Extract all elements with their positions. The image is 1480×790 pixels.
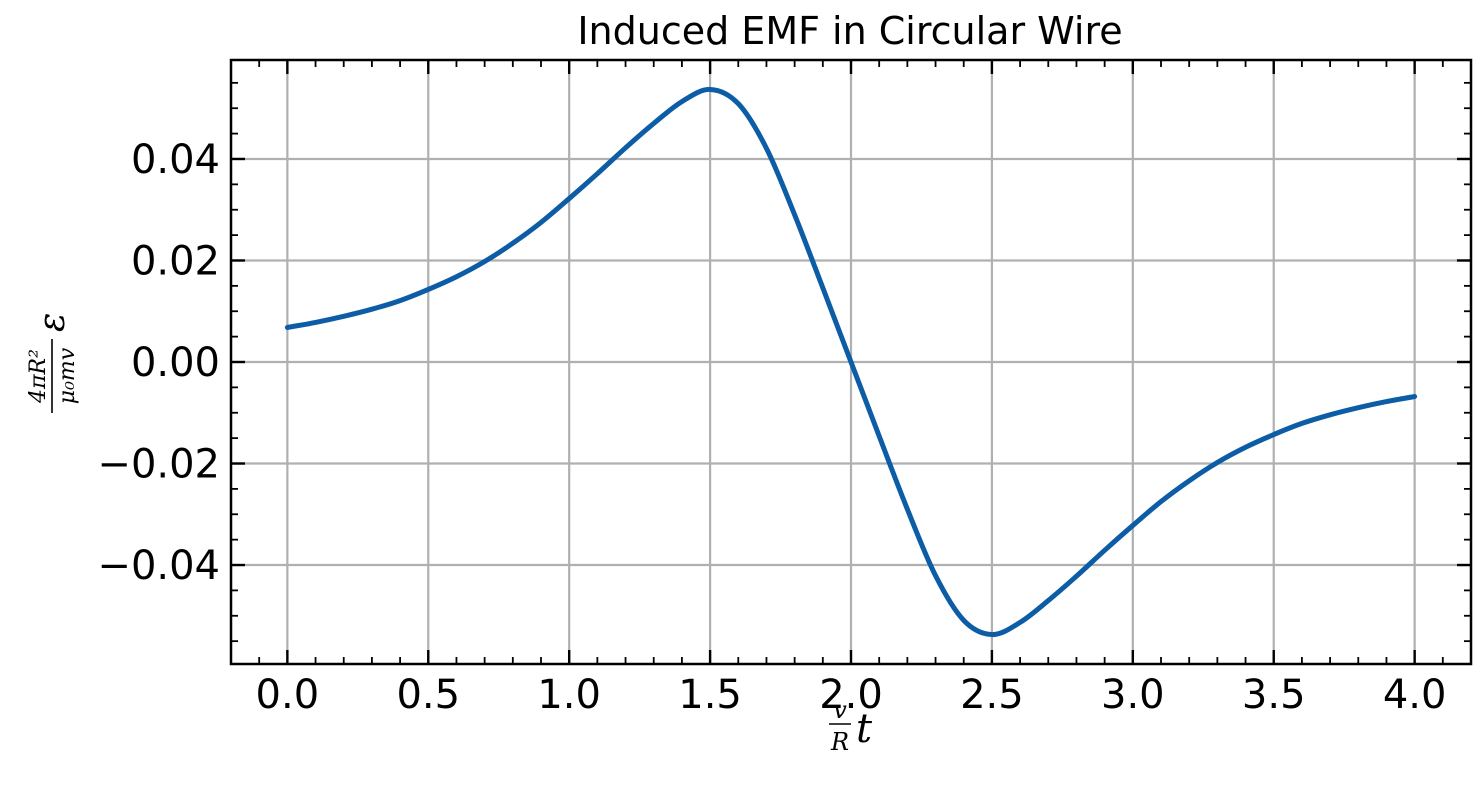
y-tick-label: −0.02 <box>97 442 220 488</box>
y-tick-labels: −0.04 −0.02 0.00 0.02 0.04 <box>97 137 220 589</box>
y-label-variable: ε <box>32 313 73 332</box>
x-tick-labels: 0.0 0.5 1.0 1.5 2.0 2.5 3.0 3.5 4.0 <box>256 672 1447 718</box>
y-tick-label: 0.02 <box>131 238 220 284</box>
x-label-variable: t <box>856 706 873 752</box>
y-axis-label: 4πR² μ₀mv ε <box>26 313 80 413</box>
series-layer <box>284 86 1418 638</box>
x-tick-label: 2.5 <box>960 672 1024 718</box>
y-tick-label: −0.04 <box>97 543 220 589</box>
emf-series-line <box>284 86 1418 638</box>
y-tick-label: 0.00 <box>131 340 220 386</box>
x-tick-label: 2.0 <box>819 672 883 718</box>
x-tick-label: 1.0 <box>537 672 601 718</box>
tick-marks <box>230 60 1472 664</box>
x-label-denominator: R <box>830 728 849 756</box>
chart-title: Induced EMF in Circular Wire <box>577 9 1122 53</box>
y-label-numerator: 4πR² <box>26 349 51 404</box>
x-tick-label: 0.0 <box>256 672 320 718</box>
x-axis-label: v R t <box>829 696 873 756</box>
grid-lines <box>231 60 1471 664</box>
x-tick-label: 1.5 <box>678 672 742 718</box>
y-label-denominator: μ₀mv <box>55 347 80 404</box>
x-tick-label: 4.0 <box>1383 672 1447 718</box>
x-label-numerator: v <box>833 696 847 724</box>
y-tick-label: 0.04 <box>131 137 220 183</box>
x-tick-label: 3.5 <box>1242 672 1306 718</box>
x-tick-label: 3.0 <box>1101 672 1165 718</box>
x-tick-label: 0.5 <box>396 672 460 718</box>
